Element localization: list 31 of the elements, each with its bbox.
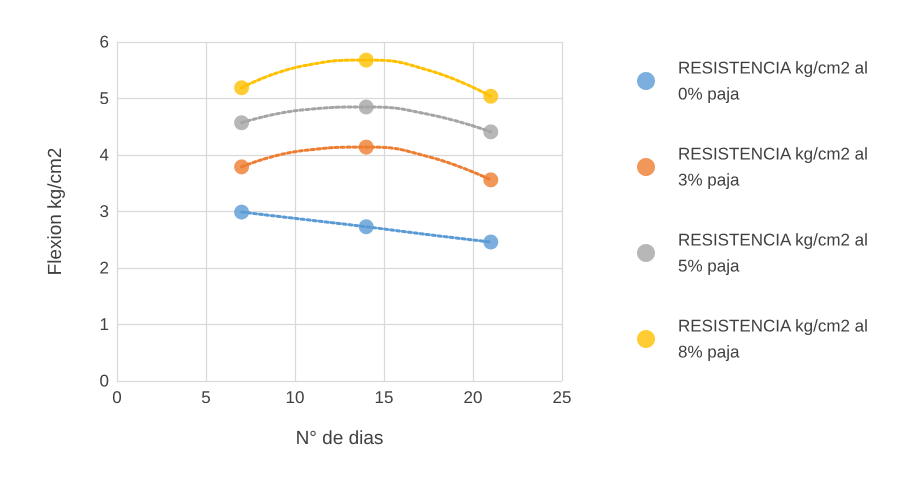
- point: [234, 115, 250, 130]
- point: [358, 52, 374, 68]
- legend-label: RESISTENCIA kg/cm2 al 5% paja: [678, 230, 873, 276]
- point: [358, 99, 374, 114]
- point: [483, 234, 498, 250]
- x-tick-label: 15: [374, 388, 394, 407]
- legend-label: RESISTENCIA kg/cm2 al 3% paja: [678, 144, 873, 190]
- legend-label: RESISTENCIA kg/cm2 al 0% paja: [678, 58, 873, 104]
- y-tick-label: 4: [100, 146, 109, 164]
- x-tick-label: 20: [464, 388, 482, 407]
- x-tick-label: 25: [552, 388, 572, 407]
- point: [483, 88, 498, 104]
- point: [234, 204, 250, 220]
- point: [358, 140, 374, 155]
- y-tick-label: 2: [100, 258, 109, 278]
- x-tick-label: 10: [286, 388, 304, 407]
- x-tick-label: 0: [112, 388, 122, 407]
- y-tick-label: 6: [100, 32, 109, 52]
- y-tick-label: 3: [100, 202, 109, 221]
- point: [358, 219, 374, 234]
- y-axis-title: Flexion kg/cm2: [45, 148, 66, 276]
- point: [483, 124, 498, 140]
- legend-label: RESISTENCIA kg/cm2 al 8% paja: [678, 316, 873, 362]
- y-tick-label: 5: [100, 89, 109, 108]
- point: [234, 159, 250, 174]
- y-tick-label: 1: [100, 315, 109, 334]
- point: [234, 80, 250, 96]
- y-tick-label: 0: [100, 372, 109, 390]
- x-axis-title: N° de dias: [296, 428, 384, 449]
- point: [483, 172, 498, 188]
- x-tick-label: 5: [201, 388, 211, 407]
